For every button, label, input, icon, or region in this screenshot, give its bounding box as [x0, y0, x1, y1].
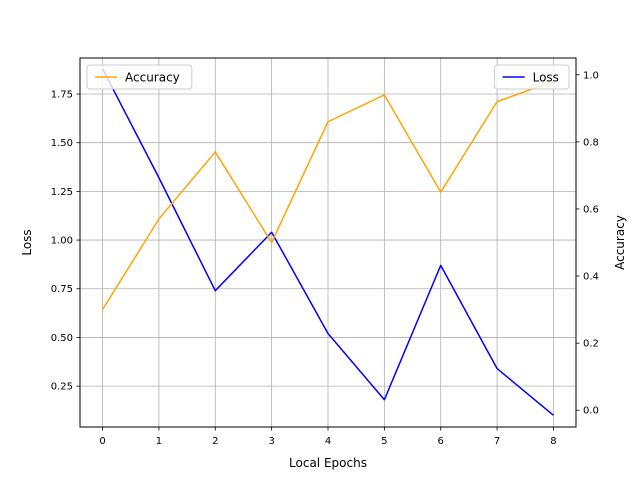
left-tick-label: 0.50: [51, 333, 73, 344]
left-axis: 0.25 0.50 0.75 1.00 1.25 1.50 1.75: [51, 90, 80, 393]
right-tick-label: 0.4: [583, 272, 599, 283]
right-tick-label: 0.6: [583, 204, 599, 215]
left-tick-label: 0.25: [51, 382, 73, 393]
left-tick-label: 1.00: [51, 236, 73, 247]
x-tick-label: 4: [325, 436, 331, 447]
x-tick-label: 7: [494, 436, 500, 447]
right-axis: 0.0 0.2 0.4 0.6 0.8 1.0: [576, 70, 599, 417]
series-line-accuracy: [101, 80, 554, 310]
grid: [80, 58, 576, 427]
right-tick-label: 0.0: [583, 406, 599, 417]
x-axis: 0 1 2 3 4 5 6 7 8: [99, 427, 557, 447]
left-axis-label: Loss: [20, 229, 34, 255]
x-tick-label: 6: [438, 436, 444, 447]
right-tick-label: 0.2: [583, 339, 599, 350]
left-tick-label: 1.75: [51, 90, 73, 101]
x-tick-label: 1: [156, 436, 162, 447]
series-lines: [101, 68, 554, 416]
legend-accuracy: Accuracy: [86, 64, 193, 90]
right-axis-label: Accuracy: [613, 215, 627, 270]
legends: Loss Accuracy: [86, 64, 570, 90]
legend-box: [86, 64, 193, 90]
x-tick-label: 3: [268, 436, 274, 447]
legend-label: Accuracy: [125, 70, 180, 84]
right-tick-label: 0.8: [583, 137, 599, 148]
left-tick-label: 1.50: [51, 138, 73, 149]
x-tick-label: 0: [99, 436, 105, 447]
legend-box: [494, 64, 570, 90]
left-tick-label: 0.75: [51, 284, 73, 295]
series-line-loss: [101, 68, 554, 416]
x-tick-label: 2: [212, 436, 218, 447]
right-tick-label: 1.0: [583, 70, 599, 81]
x-axis-label: Local Epochs: [289, 456, 367, 470]
x-tick-label: 5: [381, 436, 387, 447]
x-tick-label: 8: [550, 436, 556, 447]
legend-label: Loss: [533, 70, 559, 84]
left-tick-label: 1.25: [51, 187, 73, 198]
legend-loss: Loss: [494, 64, 570, 90]
